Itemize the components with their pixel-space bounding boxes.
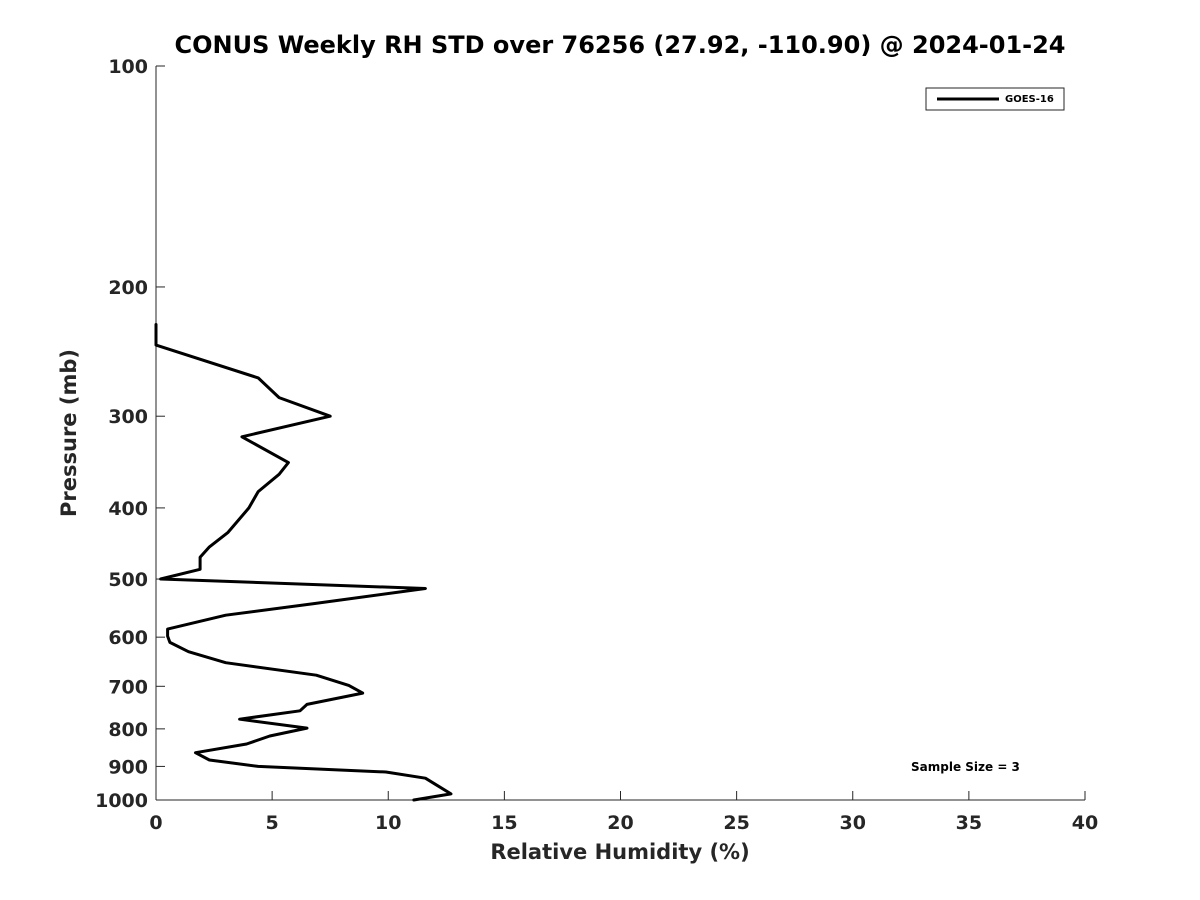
y-tick-label: 400 [108, 498, 148, 520]
y-tick-label: 1000 [95, 790, 148, 812]
y-axis-label: Pressure (mb) [57, 349, 81, 517]
y-ticks: 100 200 300 400 500 600 700 800 900 1000 [95, 56, 165, 812]
x-tick-label: 20 [607, 812, 633, 834]
chart-title: CONUS Weekly RH STD over 76256 (27.92, -… [174, 31, 1065, 59]
y-tick-label: 100 [108, 56, 148, 78]
x-tick-label: 25 [723, 812, 749, 834]
x-tick-label: 40 [1072, 812, 1098, 834]
x-tick-label: 35 [956, 812, 982, 834]
x-tick-label: 30 [840, 812, 866, 834]
y-tick-label: 200 [108, 277, 148, 299]
x-ticks: 0 5 10 15 20 25 30 35 40 [149, 791, 1098, 834]
x-tick-label: 0 [149, 812, 162, 834]
y-tick-label: 300 [108, 406, 148, 428]
series-layer [154, 323, 453, 802]
legend-label-goes-16: GOES-16 [1005, 94, 1054, 105]
x-tick-label: 15 [491, 812, 517, 834]
axes [155, 66, 1085, 801]
y-tick-label: 500 [108, 569, 148, 591]
legend: GOES-16 [925, 87, 1065, 111]
y-tick-label: 600 [108, 627, 148, 649]
x-tick-label: 10 [375, 812, 401, 834]
x-tick-label: 5 [266, 812, 279, 834]
sample-size-annotation: Sample Size = 3 [911, 760, 1020, 774]
y-tick-label: 800 [108, 719, 148, 741]
series-line-goes-16 [154, 323, 453, 802]
y-tick-label: 700 [108, 676, 148, 698]
y-tick-label: 900 [108, 756, 148, 778]
x-axis-label: Relative Humidity (%) [490, 840, 749, 864]
